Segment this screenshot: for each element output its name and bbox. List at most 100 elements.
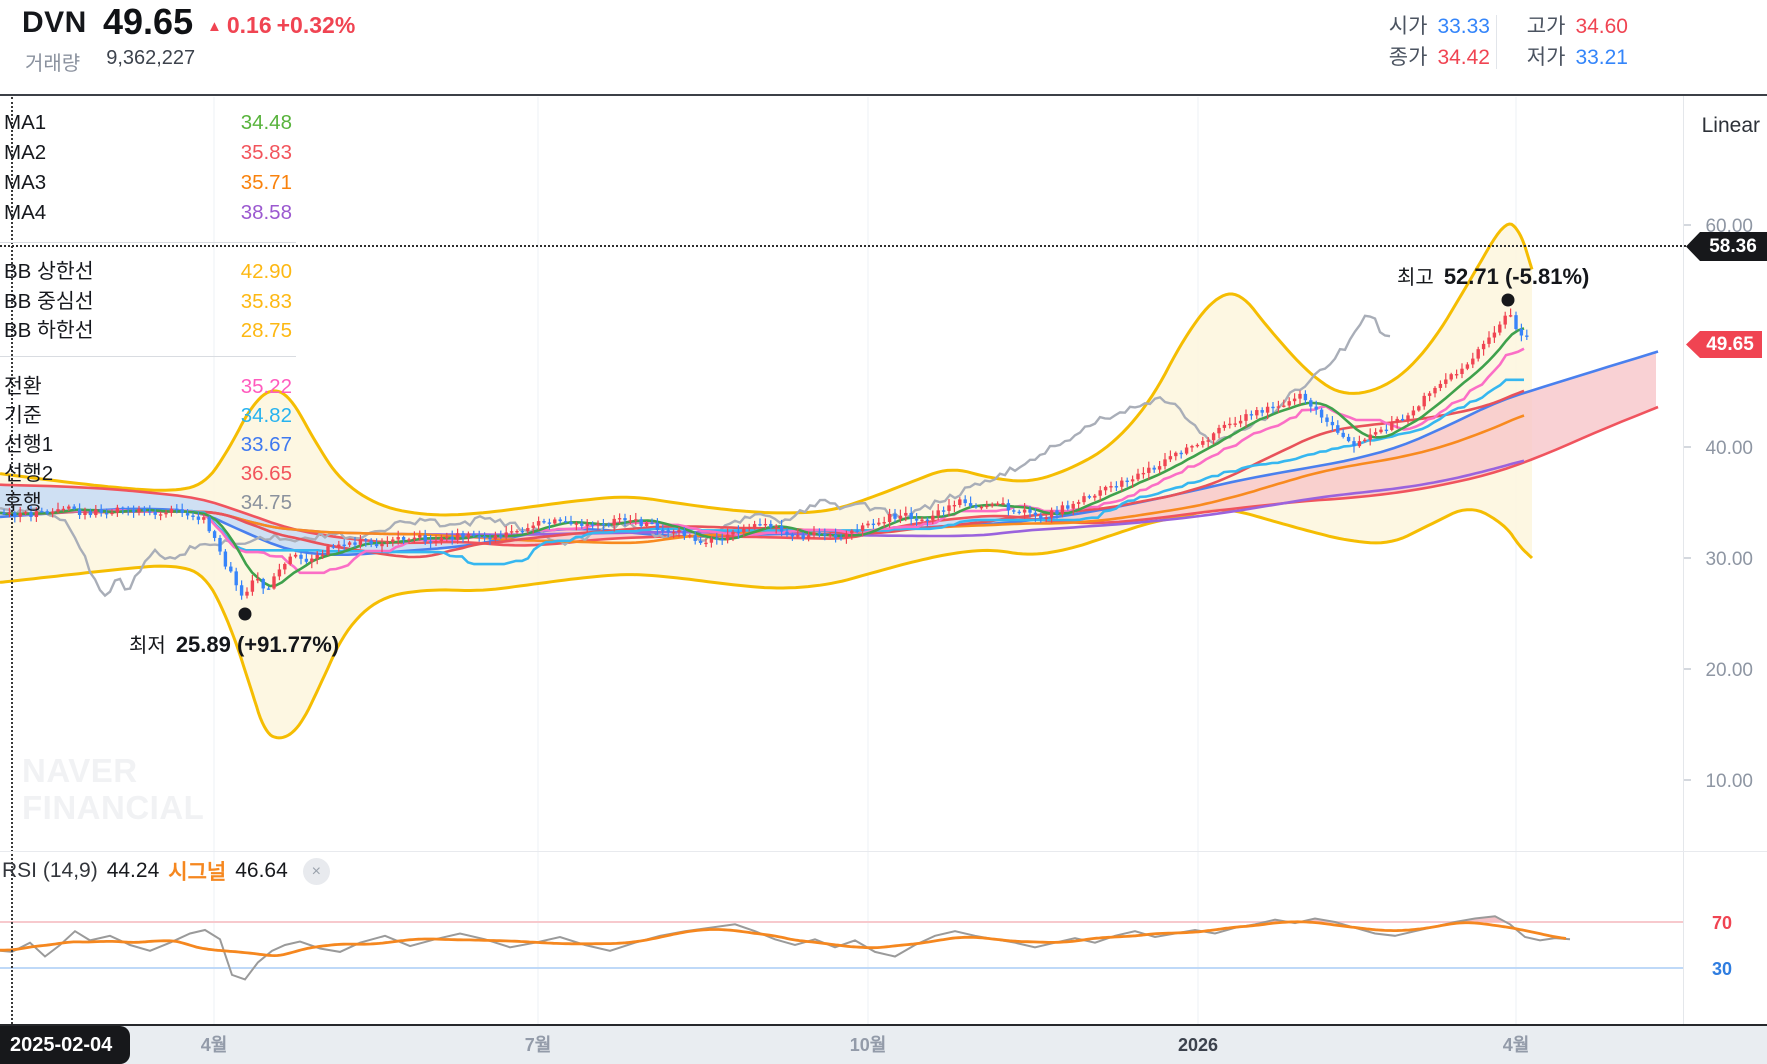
candle-body [23, 512, 28, 514]
candle-body [801, 535, 805, 539]
candle-body [293, 554, 298, 557]
candle-body [947, 505, 951, 511]
ohlc-value: 34.60 [1575, 15, 1628, 38]
candle-body [1233, 423, 1237, 425]
candle-body [283, 563, 287, 570]
legend-label: MA2 [4, 141, 47, 164]
candle-body [1303, 393, 1308, 401]
candle-body [1384, 429, 1389, 432]
candle-body [277, 569, 282, 577]
rsi-value: 44.24 [106, 859, 160, 882]
candle-body [488, 537, 492, 540]
candle-body [1265, 406, 1270, 413]
ohlc-고가: 고가 34.60 [1510, 13, 1628, 40]
candle-body [461, 533, 465, 538]
candle-body [1076, 502, 1081, 504]
candle-body [331, 546, 336, 548]
legend-value: 35.22 [240, 375, 292, 398]
candle-body [126, 507, 130, 510]
candle-body [958, 499, 962, 506]
candle-body [531, 525, 535, 529]
candle-body [1168, 456, 1173, 460]
candle-body [1006, 503, 1011, 511]
candle-body [866, 523, 870, 526]
time-axis-label-2026: 2026 [1177, 1035, 1219, 1055]
candle-body [1022, 509, 1027, 513]
change-value: 0.16 [226, 12, 272, 38]
ohlc-저가: 저가 33.21 [1510, 44, 1628, 71]
candle-body [709, 538, 714, 543]
candle-body [704, 542, 708, 545]
legend-value: 33.67 [240, 433, 292, 456]
candle-body [304, 558, 309, 562]
candle-body [655, 522, 660, 530]
candle-body [936, 510, 940, 516]
candle-body [1417, 406, 1421, 411]
last-price-badge: 49.65 [1686, 331, 1762, 358]
candle-body [493, 535, 498, 540]
candle-body [904, 512, 908, 516]
candle-body [860, 525, 865, 531]
rsi-close-icon[interactable]: × [302, 857, 330, 885]
candle-body [196, 516, 201, 520]
candle-body [1109, 486, 1113, 488]
legend-label: 전환 [4, 375, 42, 398]
low-label: 최저 [129, 635, 166, 657]
candle-body [1368, 434, 1372, 440]
ohlc-시가: 시가 33.33 [1372, 13, 1490, 40]
candle-body [439, 537, 444, 542]
candle-body [526, 528, 530, 532]
candle-body [45, 511, 49, 514]
candle-body [1103, 486, 1108, 491]
candle-body [628, 520, 633, 522]
candle-body [385, 541, 390, 544]
time-axis-strip: 4월 7월 10월 2026 4월 [0, 1026, 1767, 1064]
candle-body [472, 533, 476, 536]
candle-body [1060, 505, 1065, 515]
time-axis-label-4월: 4월 [1502, 1035, 1530, 1055]
axis-top-border [0, 1024, 1767, 1026]
candle-body [769, 523, 773, 528]
legend-row-BB 중심선: BB 중심선 35.83 [4, 287, 292, 317]
legend-separator [0, 242, 296, 243]
candle-body [509, 531, 514, 533]
candle-body [50, 511, 55, 514]
candle-body [1525, 335, 1529, 337]
rsi-level-label: 30 [1712, 959, 1732, 979]
legend-label: 선행1 [4, 433, 54, 456]
candle-body [1222, 424, 1227, 428]
candle-body [779, 526, 784, 532]
candle-body [353, 542, 357, 545]
candle-body [1487, 337, 1491, 344]
candle-body [898, 515, 903, 519]
ohlc-label: 시가 [1388, 15, 1428, 38]
candle-body [515, 530, 519, 533]
candle-body [153, 511, 157, 515]
candle-body [1406, 415, 1410, 421]
rsi-overbought-fill [1458, 916, 1503, 922]
scale-mode-button[interactable]: Linear [1701, 114, 1760, 137]
candle-body [736, 531, 741, 534]
candle-body [1028, 509, 1032, 513]
candle-body [1309, 400, 1313, 407]
candle-body [1244, 414, 1248, 421]
plot-right-border [1683, 96, 1684, 1026]
legend-row-MA2: MA2 35.83 [4, 138, 292, 168]
time-axis-label-4월: 4월 [200, 1035, 228, 1055]
change-percent: +0.32% [276, 12, 356, 38]
candle-body [979, 506, 984, 509]
candle-body [590, 524, 595, 526]
legend-row-MA4: MA4 38.58 [4, 198, 292, 228]
candle-body [256, 578, 260, 581]
candle-body [1319, 409, 1324, 418]
bollinger-upper-line [0, 222, 1534, 517]
legend-value: 36.65 [240, 462, 292, 485]
candle-body [482, 536, 487, 538]
candle-body [358, 539, 363, 545]
candle-body [13, 512, 17, 517]
ichimoku-cloud [1038, 352, 1656, 523]
ohlc-value: 33.21 [1575, 46, 1628, 69]
legend-label: MA1 [4, 111, 47, 134]
candle-body [1346, 436, 1351, 442]
